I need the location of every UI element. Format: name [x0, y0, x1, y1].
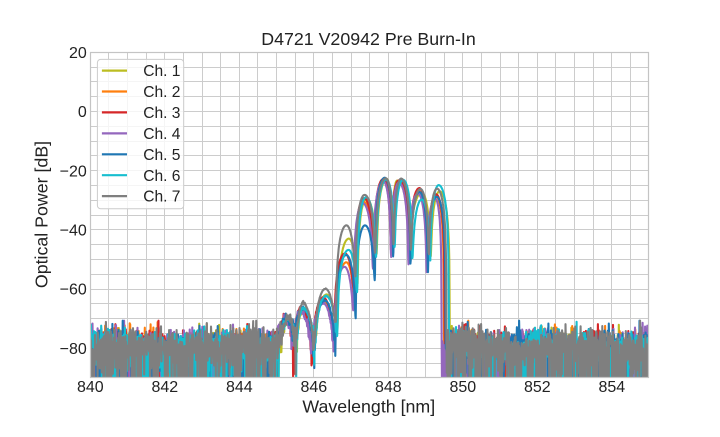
svg-text:Ch. 4: Ch. 4: [143, 126, 181, 143]
svg-text:Ch. 6: Ch. 6: [143, 168, 180, 185]
svg-text:−80: −80: [60, 341, 87, 358]
svg-text:D4721 V20942 Pre Burn-In: D4721 V20942 Pre Burn-In: [261, 29, 476, 49]
svg-text:−40: −40: [60, 222, 87, 239]
svg-text:Ch. 7: Ch. 7: [143, 189, 180, 206]
svg-text:844: 844: [226, 379, 253, 396]
svg-text:Ch. 3: Ch. 3: [143, 105, 180, 122]
svg-text:850: 850: [449, 379, 476, 396]
svg-text:0: 0: [78, 104, 87, 121]
svg-text:Wavelength [nm]: Wavelength [nm]: [302, 397, 435, 417]
svg-text:20: 20: [69, 45, 87, 62]
svg-text:Ch. 2: Ch. 2: [143, 84, 180, 101]
svg-text:848: 848: [375, 379, 402, 396]
svg-text:846: 846: [300, 379, 327, 396]
svg-text:−60: −60: [60, 282, 87, 299]
svg-text:Ch. 5: Ch. 5: [143, 147, 181, 164]
svg-text:842: 842: [151, 379, 178, 396]
svg-text:Ch. 1: Ch. 1: [143, 63, 180, 80]
svg-text:840: 840: [77, 379, 104, 396]
svg-text:−20: −20: [60, 163, 87, 180]
svg-text:852: 852: [524, 379, 551, 396]
svg-text:854: 854: [598, 379, 625, 396]
svg-text:Optical Power [dB]: Optical Power [dB]: [32, 141, 52, 288]
